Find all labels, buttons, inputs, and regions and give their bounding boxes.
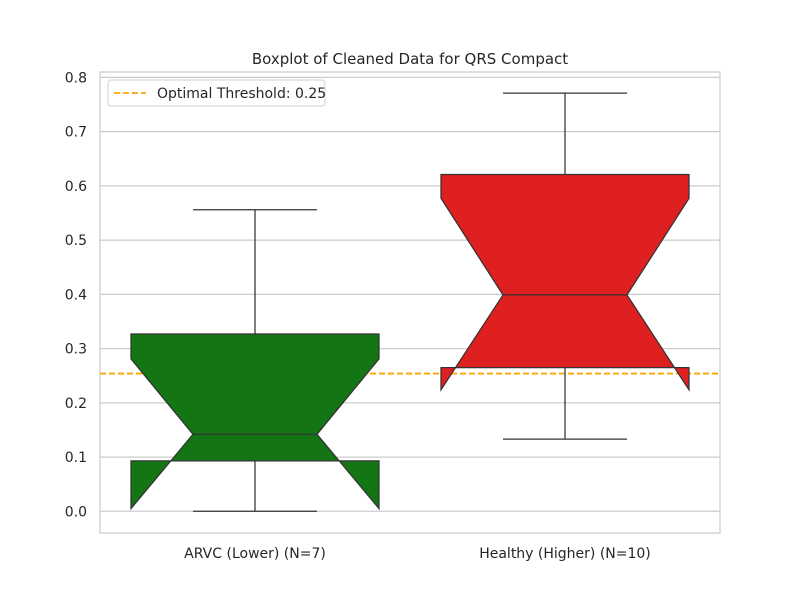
y-tick-label: 0.6 — [65, 179, 87, 195]
chart-title: Boxplot of Cleaned Data for QRS Compact — [252, 50, 568, 68]
y-tick-label: 0.5 — [65, 233, 87, 249]
y-tick-label: 0.1 — [65, 450, 87, 466]
y-tick-label: 0.7 — [65, 125, 87, 141]
notched-box — [130, 333, 380, 511]
x-tick-label: Healthy (Higher) (N=10) — [479, 546, 651, 562]
box-group — [130, 209, 380, 512]
box-group — [440, 92, 690, 440]
box-layer — [130, 92, 690, 512]
legend-frame — [107, 79, 326, 107]
notched-box — [440, 173, 690, 392]
y-tick-label: 0.0 — [65, 504, 87, 520]
legend: Optimal Threshold: 0.25 — [107, 79, 326, 107]
x-tick-label: ARVC (Lower) (N=7) — [184, 546, 326, 562]
axis-layer: 0.0 0.1 0.2 0.3 0.4 0.5 0.6 0.7 0.8 ARVC (Lower) … — [65, 70, 651, 562]
y-tick-label: 0.8 — [65, 70, 87, 86]
y-tick-label: 0.3 — [65, 342, 87, 358]
plot-frame — [99, 71, 721, 534]
legend-threshold-label: Optimal Threshold: 0.25 — [157, 86, 326, 102]
y-tick-label: 0.4 — [65, 287, 87, 303]
y-tick-label: 0.2 — [65, 396, 87, 412]
